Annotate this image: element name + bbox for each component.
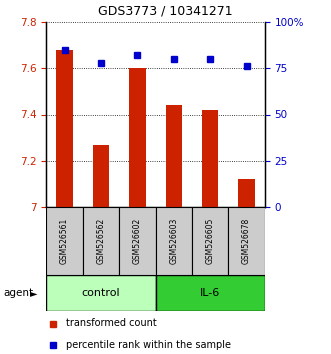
Text: GDS3773 / 10341271: GDS3773 / 10341271 (98, 5, 233, 18)
Bar (192, 207, 228, 275)
Bar (238, 179, 255, 207)
Bar (166, 105, 182, 207)
Bar (228, 207, 265, 275)
Text: control: control (82, 288, 120, 298)
Text: GSM526562: GSM526562 (96, 218, 106, 264)
Text: GSM526561: GSM526561 (60, 218, 69, 264)
Text: GSM526602: GSM526602 (133, 218, 142, 264)
Bar (56, 50, 73, 207)
Bar (202, 110, 218, 207)
Text: GSM526603: GSM526603 (169, 218, 178, 264)
Bar (83, 207, 119, 275)
Bar (156, 275, 265, 311)
Text: ►: ► (30, 288, 37, 298)
Text: agent: agent (3, 288, 33, 298)
Bar (119, 207, 156, 275)
Bar (129, 68, 146, 207)
Bar (46, 275, 156, 311)
Bar (93, 144, 109, 207)
Text: GSM526678: GSM526678 (242, 218, 251, 264)
Text: transformed count: transformed count (66, 319, 157, 329)
Text: percentile rank within the sample: percentile rank within the sample (66, 339, 231, 349)
Bar (46, 207, 83, 275)
Text: GSM526605: GSM526605 (206, 218, 215, 264)
Text: IL-6: IL-6 (200, 288, 220, 298)
Bar (156, 207, 192, 275)
